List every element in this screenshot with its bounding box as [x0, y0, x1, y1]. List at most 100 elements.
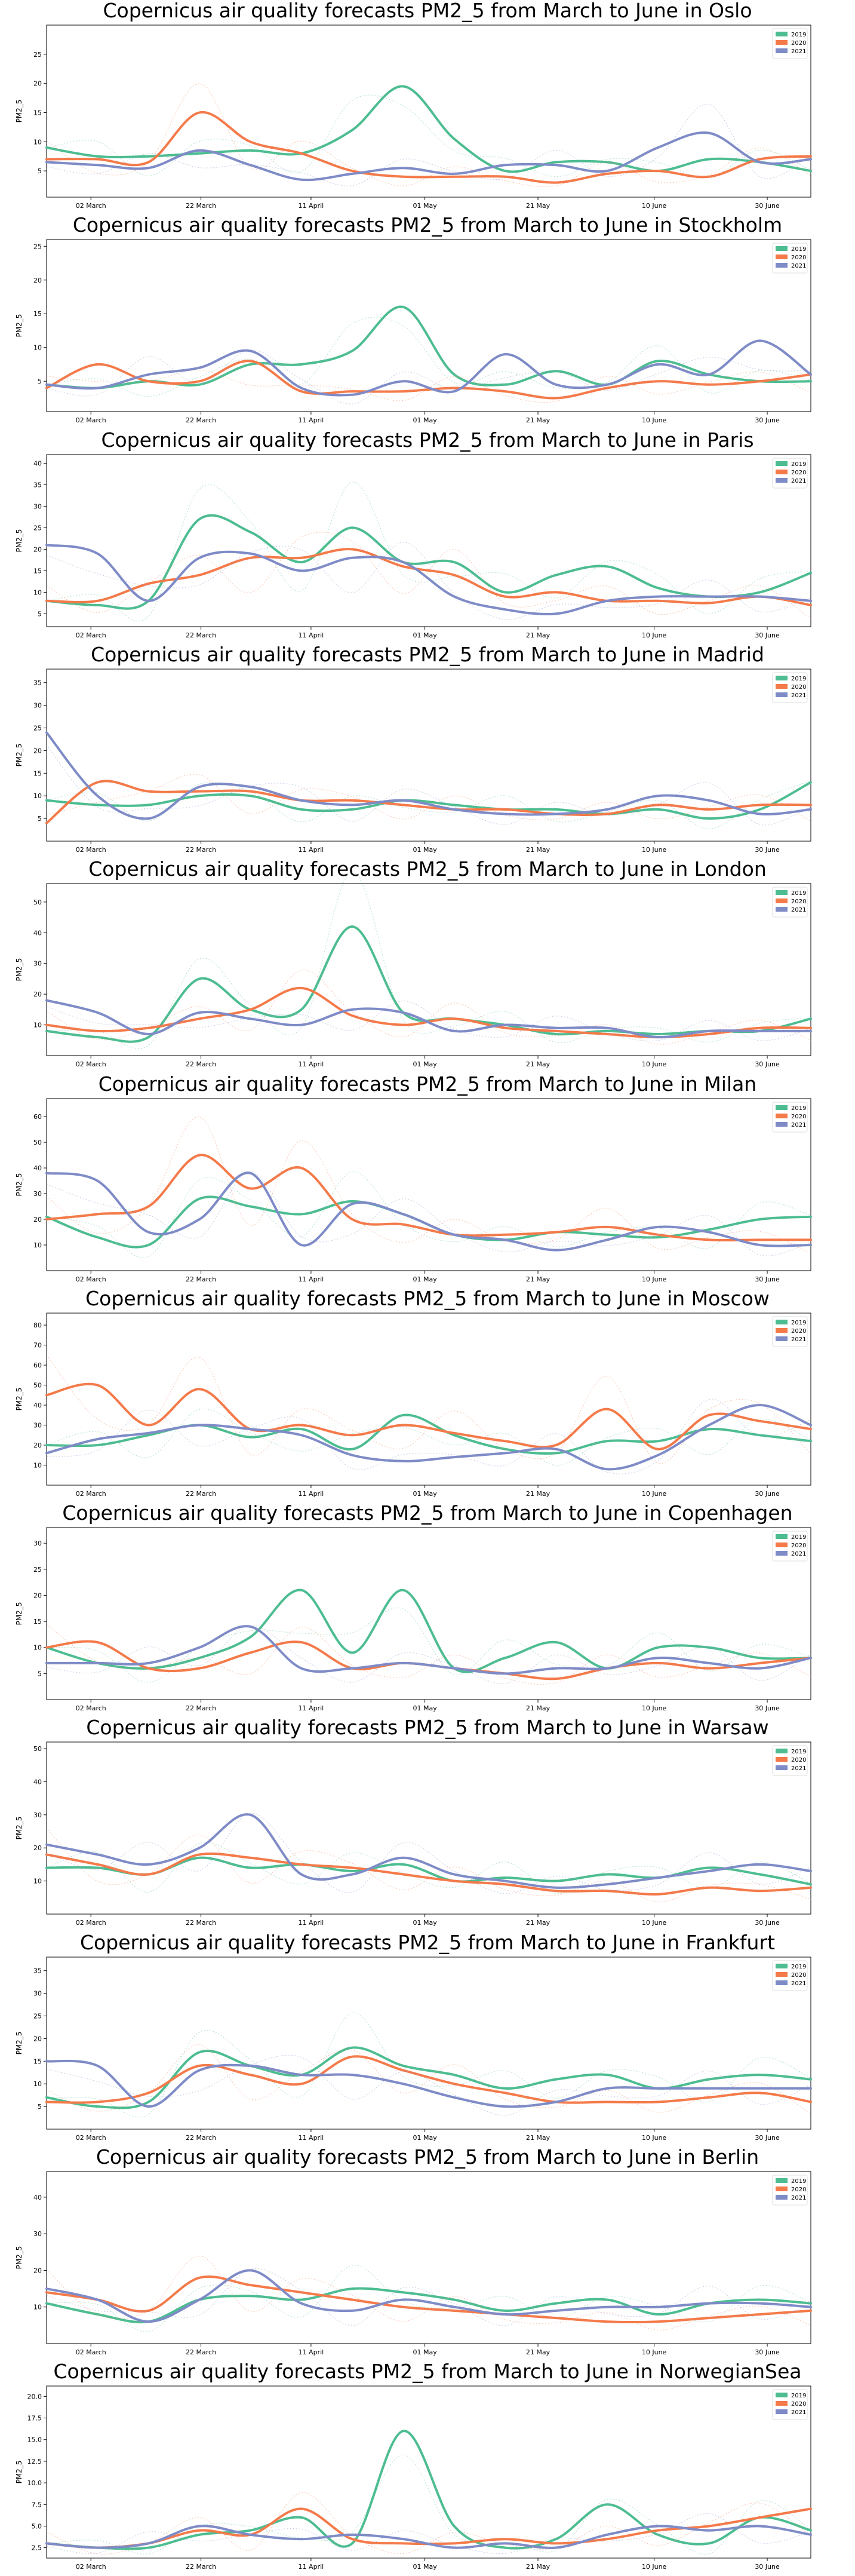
y-tick-label: 20: [33, 747, 42, 755]
y-tick-label: 20: [33, 1442, 42, 1449]
x-tick-label: 21 May: [526, 416, 550, 424]
legend-label: 2021: [791, 478, 806, 484]
plot-frame: [46, 2385, 811, 2559]
y-tick-label: 25: [33, 51, 42, 59]
legend-swatch: [776, 2393, 788, 2397]
plot-frame: [46, 1312, 811, 1486]
x-tick-label: 02 March: [76, 1275, 106, 1283]
legend-label: 2020: [791, 254, 806, 261]
y-tick-label: 5: [38, 378, 42, 385]
y-tick-label: 40: [33, 1778, 42, 1786]
x-tick-label: 02 March: [76, 1060, 106, 1068]
x-tick-label: 30 June: [755, 2563, 780, 2571]
y-axis-label: PM2_5: [15, 1602, 23, 1626]
x-tick-label: 10 June: [642, 2134, 667, 2142]
series-2019-line: [45, 514, 812, 610]
legend-swatch: [776, 1105, 788, 1110]
legend-label: 2020: [791, 1328, 806, 1335]
legend-label: 2019: [791, 1964, 806, 1970]
series-2021-line: [45, 1172, 812, 1252]
x-tick-label: 22 March: [186, 631, 216, 639]
y-axis-label: PM2_5: [15, 1173, 23, 1197]
x-tick-label: 11 April: [299, 631, 324, 639]
series-2021-raw-line: [46, 349, 811, 404]
x-tick-label: 11 April: [299, 1275, 324, 1283]
y-tick-label: 5: [38, 2103, 42, 2111]
legend-swatch: [776, 2178, 788, 2183]
series-2020-line: [45, 111, 812, 184]
x-tick-label: 10 June: [642, 1919, 667, 1927]
series-2021-raw-line: [46, 1625, 811, 1684]
y-tick-label: 10: [33, 1022, 42, 1029]
x-tick-label: 01 May: [413, 2134, 437, 2142]
chart-svg: 2.5 5.0 7.5 10.0 12.5 15.0 17.5 20.0 02 March 22 …: [15, 2385, 812, 2571]
legend-label: 2019: [791, 890, 806, 897]
y-tick-label: 20: [33, 1844, 42, 1852]
series-2019-raw-line: [46, 2265, 811, 2332]
x-tick-label: 22 March: [186, 2134, 216, 2142]
y-tick-label: 25: [33, 524, 42, 532]
x-tick-label: 30 June: [755, 1490, 780, 1498]
legend-swatch: [776, 1765, 788, 1770]
x-tick-label: 11 April: [299, 1490, 324, 1498]
plot-frame: [46, 2171, 811, 2344]
series-2021-raw-line: [46, 1000, 811, 1041]
y-tick-label: 30: [33, 960, 42, 968]
y-tick-label: 10: [33, 1644, 42, 1652]
legend-swatch: [776, 1757, 788, 1762]
chart-panel: Copernicus air quality forecasts PM2_5 f…: [0, 428, 855, 644]
x-tick-label: 30 June: [755, 1919, 780, 1927]
y-tick-label: 20: [33, 2267, 42, 2274]
x-tick-label: 10 June: [642, 202, 667, 210]
y-tick-label: 40: [33, 2194, 42, 2201]
y-tick-label: 15: [33, 2057, 42, 2065]
chart-panel: Copernicus air quality forecasts PM2_5 f…: [0, 1716, 855, 1931]
chart-panel: Copernicus air quality forecasts PM2_5 f…: [0, 1931, 855, 2146]
series-2019-line: [45, 925, 812, 1043]
legend-swatch: [776, 1551, 788, 1556]
x-tick-label: 01 May: [413, 2563, 437, 2571]
legend-swatch: [776, 1542, 788, 1547]
legend-swatch: [776, 48, 788, 53]
chart-svg: 5 10 15 20 25 30 35 02 March 22 March 11 April 01 …: [15, 668, 812, 854]
y-tick-label: 20: [33, 545, 42, 553]
x-tick-label: 02 March: [76, 2134, 106, 2142]
y-tick-label: 10: [33, 138, 42, 146]
y-tick-label: 30: [33, 2230, 42, 2238]
x-tick-label: 21 May: [526, 2563, 550, 2571]
legend-swatch: [776, 478, 788, 483]
x-tick-label: 10 June: [642, 1060, 667, 1068]
x-tick-label: 11 April: [299, 2563, 324, 2571]
x-tick-label: 10 June: [642, 2563, 667, 2571]
series-2019-line: [45, 2430, 812, 2550]
series-2021-raw-line: [46, 1171, 811, 1256]
legend-label: 2019: [791, 676, 806, 682]
y-tick-label: 5.0: [32, 2522, 42, 2530]
chart-svg: 10 20 30 40 50 02 March 22 March 11 April 01 May…: [15, 1741, 812, 1927]
series-2020-line: [45, 1382, 812, 1450]
series-2021-raw-line: [46, 1399, 811, 1474]
x-tick-label: 21 May: [526, 1704, 550, 1712]
x-tick-label: 02 March: [76, 631, 106, 639]
series-2020-line: [45, 360, 812, 400]
y-axis-label: PM2_5: [15, 100, 23, 123]
chart-panel: Copernicus air quality forecasts PM2_5 f…: [0, 643, 855, 858]
series-2020-line: [45, 2275, 812, 2324]
y-tick-label: 10: [33, 344, 42, 352]
y-tick-label: 20: [33, 2035, 42, 2043]
x-tick-label: 10 June: [642, 2348, 667, 2356]
series-2020-raw-line: [46, 1354, 811, 1464]
x-tick-label: 02 March: [76, 2563, 106, 2571]
legend-label: 2020: [791, 1757, 806, 1764]
legend-label: 2019: [791, 1534, 806, 1541]
x-tick-label: 01 May: [413, 2348, 437, 2356]
legend-swatch: [776, 1980, 788, 1985]
legend-swatch: [776, 263, 788, 268]
y-tick-label: 30: [33, 1422, 42, 1430]
legend-swatch: [776, 898, 788, 903]
chart-title: Copernicus air quality forecasts PM2_5 f…: [72, 213, 783, 237]
series-2021-line: [45, 2059, 812, 2108]
y-tick-label: 20.0: [27, 2393, 42, 2400]
